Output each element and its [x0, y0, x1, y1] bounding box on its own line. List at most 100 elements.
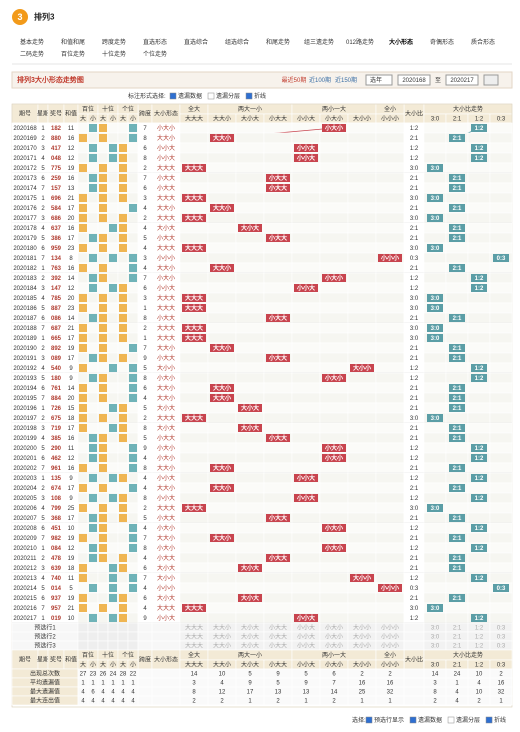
cell — [127, 242, 139, 254]
preselect-option[interactable]: 1:2 — [475, 626, 484, 632]
range-link[interactable]: 近150期 — [335, 76, 357, 84]
checkbox-label[interactable]: 预选行显示 — [374, 716, 404, 724]
digit-size-mark — [99, 464, 107, 472]
preselect-option[interactable]: 小大大 — [269, 633, 287, 641]
preselect-option[interactable]: 小大小 — [325, 642, 343, 650]
nav-link[interactable]: 直选形态 — [143, 38, 167, 46]
preselect-option[interactable]: 1:2 — [475, 644, 484, 650]
preselect-option[interactable]: 大小小 — [353, 633, 371, 641]
nav-link[interactable]: 奇偶形态 — [430, 38, 454, 46]
cell — [107, 182, 119, 194]
preselect-option[interactable]: 大小大 — [241, 624, 259, 632]
checkbox[interactable] — [169, 92, 177, 100]
cell — [263, 142, 293, 154]
preselect-option[interactable]: 小小小 — [381, 624, 399, 632]
nav-link[interactable]: 组三遗走势 — [304, 38, 334, 46]
preselect-option[interactable]: 大大大 — [185, 642, 203, 650]
checkbox[interactable] — [245, 92, 253, 100]
form: 大大大 — [157, 304, 175, 312]
checkbox[interactable] — [365, 716, 373, 724]
to-input[interactable] — [445, 74, 479, 86]
preselect-option[interactable]: 小小大 — [297, 633, 315, 641]
preselect-option[interactable]: 小小小 — [381, 633, 399, 641]
checkbox[interactable] — [409, 716, 417, 724]
checkbox-label[interactable]: 折线 — [254, 92, 266, 100]
preselect-option[interactable]: 大小小 — [353, 624, 371, 632]
nav-link[interactable]: 二码走势 — [20, 50, 44, 58]
preselect-option[interactable]: 小大大 — [269, 642, 287, 650]
cell — [423, 402, 447, 414]
from-input-text[interactable]: 2020168 — [402, 78, 426, 84]
checkbox-label[interactable]: 遗漏分层 — [456, 716, 480, 724]
checkbox[interactable] — [485, 716, 493, 724]
preselect-option[interactable]: 小大小 — [325, 624, 343, 632]
ratio-marker — [449, 514, 465, 522]
preselect-option[interactable]: 小小大 — [297, 624, 315, 632]
preselect-option[interactable]: 2:1 — [453, 644, 462, 650]
preselect-option[interactable]: 大大小 — [213, 624, 231, 632]
header-label: 百位 — [82, 105, 94, 113]
nav-link[interactable]: 基本走势 — [20, 38, 44, 46]
preselect-option[interactable]: 大小大 — [241, 633, 259, 641]
cell — [445, 332, 469, 344]
header-label: 两大一小 — [238, 105, 262, 113]
from-input[interactable] — [397, 74, 431, 86]
checkbox-label[interactable]: 遗漏数据 — [418, 716, 442, 724]
nav-link[interactable]: 十位走势 — [102, 50, 126, 58]
nav-link[interactable]: 大小形态 — [389, 38, 413, 46]
cell — [263, 292, 293, 304]
preselect-option[interactable]: 小小大 — [297, 642, 315, 650]
preselect-option[interactable]: 大大小 — [213, 642, 231, 650]
cell — [235, 302, 265, 314]
digit-size-mark — [99, 444, 107, 452]
preselect-option[interactable]: 0:3 — [497, 626, 506, 632]
range-link[interactable]: 近100期 — [309, 76, 331, 84]
preselect-option[interactable]: 小大小 — [325, 633, 343, 641]
nav-link[interactable]: 和尾走势 — [266, 38, 290, 46]
pattern-marker — [378, 584, 402, 592]
preselect-option[interactable]: 小大大 — [269, 624, 287, 632]
nav-link[interactable]: 直选综合 — [184, 38, 208, 46]
nav-link[interactable]: 和值和尾 — [61, 38, 85, 46]
preselect-option[interactable]: 1:2 — [475, 635, 484, 641]
nav-link[interactable]: 组选综合 — [225, 38, 249, 46]
preselect-option[interactable]: 大大小 — [213, 633, 231, 641]
header-label: 大小形态 — [154, 110, 178, 118]
stat-value: 24 — [110, 672, 117, 678]
pattern-marker-text: 小大大 — [268, 354, 287, 362]
nav-link[interactable]: 012路走势 — [346, 38, 374, 46]
preselect-option[interactable]: 3:0 — [431, 635, 440, 641]
checkbox[interactable] — [447, 716, 455, 724]
nav-link[interactable]: 质合形态 — [471, 38, 495, 46]
draw-number: 108 — [51, 496, 62, 502]
preselect-option[interactable]: 0:3 — [497, 635, 506, 641]
preselect-option[interactable]: 2:1 — [453, 626, 462, 632]
ratio-marker — [471, 574, 487, 582]
year-select[interactable] — [365, 74, 393, 86]
cell — [117, 622, 129, 633]
preselect-option[interactable]: 3:0 — [431, 644, 440, 650]
preselect-option[interactable]: 2:1 — [453, 635, 462, 641]
nav-link[interactable]: 跨度走势 — [102, 38, 126, 46]
nav-link[interactable]: 百位走势 — [61, 50, 85, 58]
checkbox[interactable] — [207, 92, 215, 100]
checkbox-label[interactable]: 遗漏分层 — [216, 92, 240, 100]
preselect-option[interactable]: 3:0 — [431, 626, 440, 632]
digit-size-mark — [109, 584, 117, 592]
to-input-text[interactable]: 2020217 — [450, 78, 474, 84]
preselect-option[interactable]: 大大大 — [185, 633, 203, 641]
range-link[interactable]: 最近50期 — [282, 76, 307, 84]
preselect-option[interactable]: 大小小 — [353, 642, 371, 650]
checkbox-label[interactable]: 折线 — [494, 716, 506, 724]
form: 大大大 — [157, 414, 175, 422]
query-button[interactable] — [483, 74, 499, 86]
checkbox-label[interactable]: 遗漏数据 — [178, 92, 202, 100]
preselect-option[interactable]: 大大大 — [185, 624, 203, 632]
nav-link[interactable]: 个位走势 — [143, 50, 167, 58]
preselect-option[interactable]: 0:3 — [497, 644, 506, 650]
cell — [375, 572, 405, 584]
preselect-option[interactable]: 小小小 — [381, 642, 399, 650]
preselect-option[interactable]: 大小大 — [241, 642, 259, 650]
year-select-text[interactable]: 选年 — [370, 76, 382, 84]
ratio-marker — [427, 194, 443, 202]
